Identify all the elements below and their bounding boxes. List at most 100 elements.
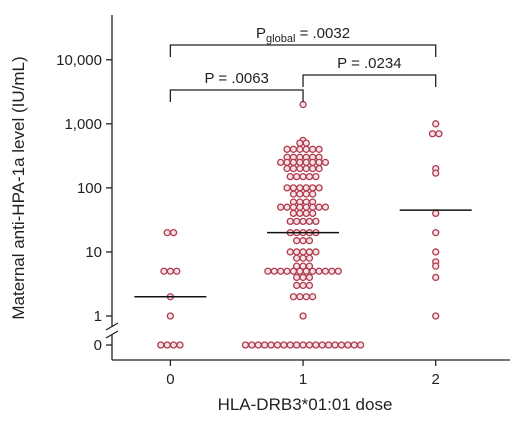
data-point (302, 267, 310, 275)
data-point (315, 145, 323, 153)
data-point (283, 267, 291, 275)
y-tick-label: 1 (94, 308, 102, 325)
data-point (292, 273, 301, 282)
data-point (302, 203, 310, 211)
data-point (305, 217, 314, 226)
data-point (264, 267, 272, 275)
data-point (296, 158, 304, 167)
data-point (432, 262, 440, 270)
data-point (283, 184, 291, 192)
p-value-text: P = .0234 (337, 55, 401, 72)
data-point (289, 267, 298, 275)
data-point (302, 190, 310, 198)
data-point (289, 158, 298, 167)
data-point (344, 341, 352, 349)
data-point (315, 203, 323, 211)
data-point (308, 293, 317, 301)
data-point (296, 209, 304, 218)
data-point (305, 341, 314, 349)
data-point (331, 341, 339, 349)
data-point (296, 190, 304, 198)
data-point (312, 172, 320, 181)
data-point (356, 341, 365, 349)
y-tick-label: 100 (77, 180, 102, 197)
data-point (173, 267, 181, 275)
data-point (302, 158, 310, 167)
data-point (163, 341, 171, 349)
p-value-label: P = .0234 (337, 55, 401, 72)
data-point (166, 267, 175, 275)
data-point (302, 145, 310, 153)
data-point (292, 237, 301, 245)
data-point (428, 130, 437, 138)
y-tick-label: 10 (85, 244, 102, 261)
data-point (334, 267, 342, 275)
data-point (276, 267, 285, 275)
data-point (296, 184, 304, 192)
data-point (299, 172, 307, 181)
data-point (276, 203, 285, 211)
data-point (163, 229, 171, 237)
data-point (321, 203, 330, 211)
data-point (289, 203, 298, 211)
data-point (432, 248, 440, 256)
data-point (289, 190, 298, 198)
p-value-subscript: global (266, 33, 295, 45)
data-point (169, 229, 178, 237)
data-point (299, 217, 307, 226)
data-point (312, 217, 320, 226)
data-point (289, 209, 298, 218)
data-point (299, 273, 307, 282)
data-point (312, 248, 320, 256)
data-point (305, 237, 314, 245)
data-point (299, 281, 307, 290)
data-point (308, 267, 317, 275)
data-point (286, 341, 294, 349)
data-point (308, 164, 317, 173)
data-point (289, 164, 298, 173)
data-point (283, 164, 291, 173)
data-point (305, 262, 314, 270)
x-axis-label: HLA-DRB3*01:01 dose (218, 395, 393, 414)
data-point (305, 248, 314, 256)
data-point (308, 158, 317, 167)
p-value-text: P (256, 25, 266, 42)
data-point (296, 139, 304, 147)
data-point (273, 341, 282, 349)
data-point (308, 184, 317, 192)
data-point (308, 209, 317, 218)
data-point (289, 184, 298, 192)
data-point (260, 341, 269, 349)
data-point (270, 267, 278, 275)
data-point (432, 312, 440, 320)
data-point (435, 130, 443, 138)
data-point (280, 341, 288, 349)
p-value-text: P = .0063 (205, 70, 269, 87)
data-point (299, 237, 307, 245)
data-point (312, 341, 320, 349)
data-point (305, 281, 314, 290)
significance-bracket (169, 89, 304, 102)
x-tick-label: 2 (432, 371, 440, 388)
data-point (289, 145, 298, 153)
data-point (321, 158, 330, 167)
data-point (328, 267, 336, 275)
data-point (267, 341, 275, 349)
data-point (337, 341, 346, 349)
significance-bracket (169, 44, 437, 57)
data-point (305, 273, 314, 282)
p-value-label: P = .0063 (205, 70, 269, 87)
data-point (283, 203, 291, 211)
data-point (299, 254, 307, 262)
data-point (283, 145, 291, 153)
data-point (283, 158, 291, 167)
data-point (315, 164, 323, 173)
y-tick-label: 1,000 (64, 116, 102, 133)
data-point (169, 341, 178, 349)
p-value-label: Pglobal = .0032 (256, 25, 350, 45)
data-point (308, 145, 317, 153)
data-point (302, 209, 310, 218)
data-point (302, 293, 310, 301)
data-point (292, 254, 301, 262)
